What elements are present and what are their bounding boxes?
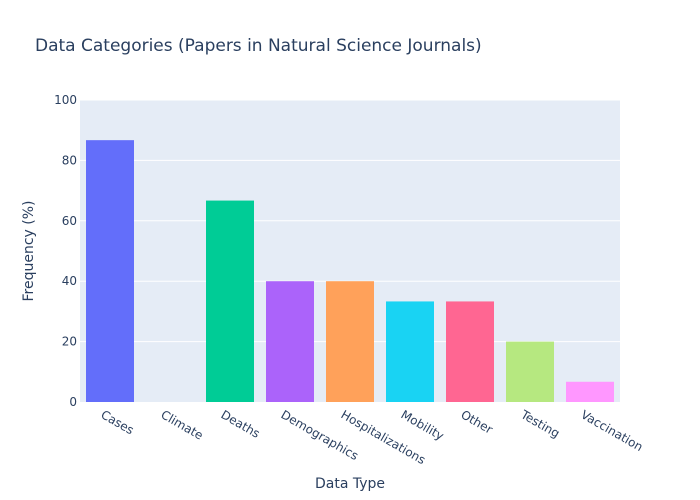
bar-hospitalizations[interactable]	[326, 281, 374, 402]
y-axis-title: Frequency (%)	[21, 200, 37, 301]
bar-cases[interactable]	[86, 140, 134, 402]
y-tick-label: 40	[62, 274, 77, 288]
y-axis-ticks: 0 20 40 60 80 100	[54, 93, 77, 409]
bar-vaccination[interactable]	[566, 381, 614, 402]
bar-demographics[interactable]	[266, 281, 314, 402]
y-tick-label: 100	[54, 93, 77, 107]
y-tick-label: 60	[62, 214, 77, 228]
bar-testing[interactable]	[506, 341, 554, 402]
x-axis-title: Data Type	[315, 476, 385, 492]
chart-title: Data Categories (Papers in Natural Scien…	[35, 36, 482, 56]
bars	[86, 140, 614, 402]
y-tick-label: 80	[62, 153, 77, 167]
bar-other[interactable]	[446, 301, 494, 402]
y-tick-label: 20	[62, 335, 77, 349]
bar-mobility[interactable]	[386, 301, 434, 402]
y-tick-label: 0	[69, 395, 77, 409]
bar-deaths[interactable]	[206, 200, 254, 402]
